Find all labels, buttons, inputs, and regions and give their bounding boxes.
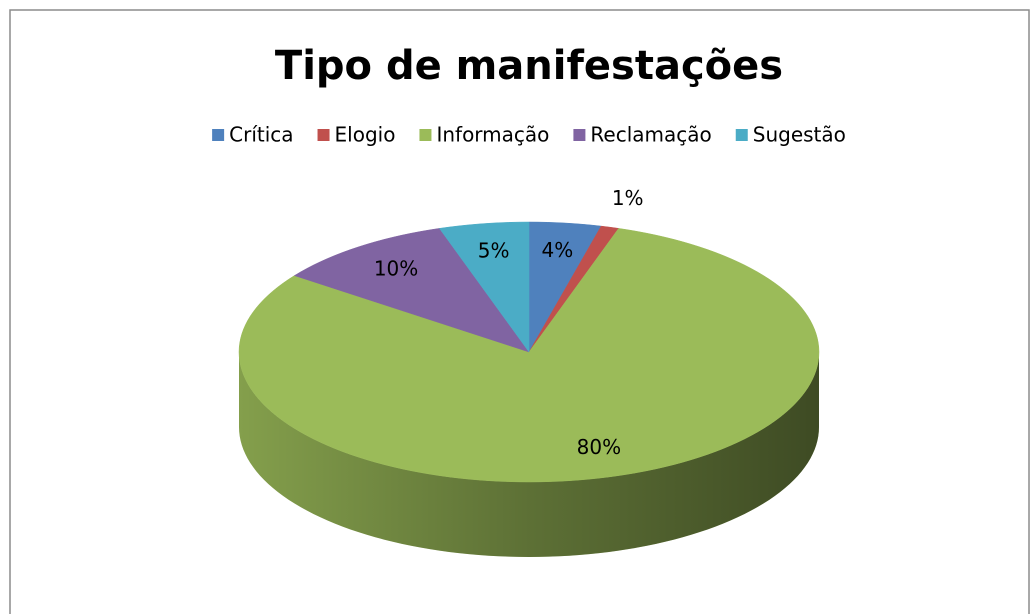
legend-label: Informação: [436, 123, 549, 147]
data-label: 80%: [577, 435, 621, 459]
legend-label: Sugestão: [753, 123, 846, 147]
pie-slice: [528, 221, 602, 353]
legend-swatch: [573, 129, 586, 141]
data-label: 5%: [478, 238, 510, 262]
legend-label: Elogio: [335, 123, 396, 147]
pie-slice: [293, 228, 530, 353]
legend-label: Crítica: [229, 123, 293, 147]
legend-swatch: [735, 129, 748, 141]
legend-swatch: [419, 129, 432, 141]
pie-slice: [438, 221, 530, 353]
legend: Crítica Elogio Informação Reclamação Sugestã…: [212, 123, 846, 147]
pie-side-shade: [239, 352, 819, 557]
legend-swatch: [317, 129, 330, 141]
chart-title: Tipo de manifestações: [275, 43, 783, 89]
data-label: 4%: [541, 238, 573, 262]
data-label: 1%: [612, 186, 644, 210]
legend-label: Reclamação: [590, 123, 711, 147]
legend-swatch: [212, 129, 225, 141]
pie-slice: [238, 228, 820, 483]
data-label: 10%: [374, 256, 418, 280]
